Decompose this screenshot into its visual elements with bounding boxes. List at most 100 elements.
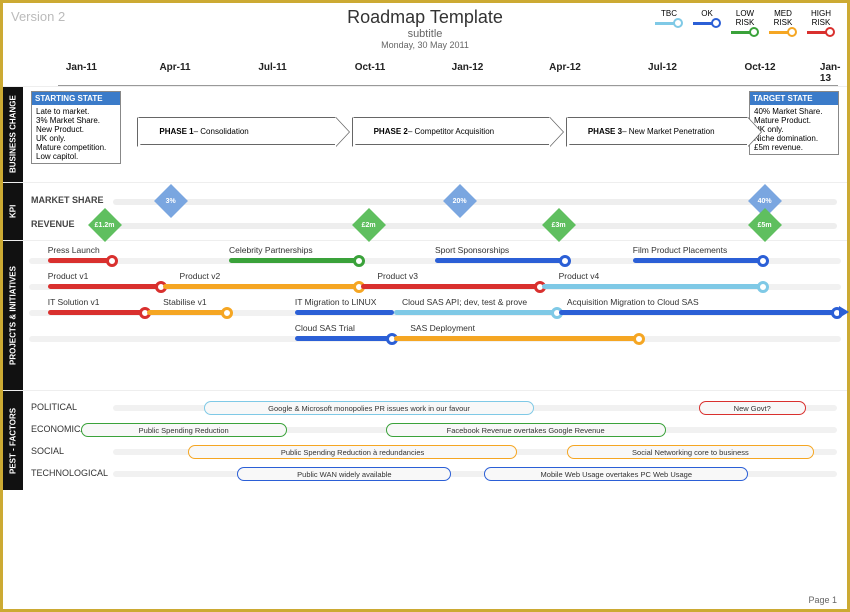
state-line: 40% Market Share. <box>754 107 834 116</box>
project-label: IT Migration to LINUX <box>295 297 377 307</box>
state-line: UK only. <box>754 125 834 134</box>
starting-state-box: STARTING STATE Late to market.3% Market … <box>31 91 121 164</box>
state-line: 3% Market Share. <box>36 116 116 125</box>
axis-tick: Oct-12 <box>744 62 775 73</box>
section-pest: PEST - FACTORS POLITICAL Google & Microso… <box>3 390 847 490</box>
project-bar <box>394 336 641 341</box>
pest-row: ECONOMICALPublic Spending ReductionFaceb… <box>23 419 847 441</box>
milestone-circle <box>559 255 571 267</box>
starting-state-head: STARTING STATE <box>32 92 120 105</box>
axis-tick: Jan-11 <box>66 62 97 73</box>
version-label: Version 2 <box>11 9 65 24</box>
milestone-circle <box>757 281 769 293</box>
project-bar <box>633 258 765 263</box>
milestone-circle <box>106 255 118 267</box>
state-line: Late to market. <box>36 107 116 116</box>
pest-pill: Mobile Web Usage overtakes PC Web Usage <box>484 467 748 481</box>
project-row: Product v1Product v2Product v3Product v4 <box>23 273 847 299</box>
project-row: IT Solution v1 Stabilise v1 IT Migration t… <box>23 299 847 325</box>
phase-arrow: PHASE 3 – New Market Penetration <box>567 117 748 145</box>
pest-label: SOCIAL <box>31 446 64 456</box>
state-line: £5m revenue. <box>754 143 834 152</box>
state-line: Low capitol. <box>36 152 116 161</box>
section-label-projects: PROJECTS & INITIATIVES <box>3 241 23 390</box>
pest-pill: Google & Microsoft monopolies PR issues … <box>204 401 534 415</box>
project-bar <box>361 284 542 289</box>
section-label-pest: PEST - FACTORS <box>3 391 23 490</box>
state-line: Mature competition. <box>36 143 116 152</box>
kpi-row: REVENUE£1.2m£2m£3m£5m <box>23 213 847 237</box>
project-label: Celebrity Partnerships <box>229 245 313 255</box>
project-bar <box>229 258 361 263</box>
project-row: Cloud SAS Trial SAS Deployment <box>23 325 847 351</box>
axis-tick: Apr-11 <box>159 62 190 73</box>
project-label: Product v2 <box>180 271 221 281</box>
page-number: Page 1 <box>808 595 837 605</box>
axis-tick: Jan-13 <box>820 62 841 84</box>
page-date: Monday, 30 May 2011 <box>3 40 847 50</box>
project-label: Acquisition Migration to Cloud SAS <box>567 297 699 307</box>
pest-row: TECHNOLOGICALPublic WAN widely available… <box>23 463 847 485</box>
legend-item: LOW RISK <box>731 9 759 37</box>
milestone-circle <box>353 255 365 267</box>
section-kpi: KPI MARKET SHARE3%20%40%REVENUE£1.2m£2m£… <box>3 182 847 240</box>
phase-arrow: PHASE 1 – Consolidation <box>138 117 336 145</box>
project-bar <box>163 284 361 289</box>
project-bar <box>295 310 394 315</box>
project-label: Film Product Placements <box>633 245 727 255</box>
legend-item: OK <box>693 9 721 37</box>
project-label: Product v3 <box>377 271 418 281</box>
pest-label: POLITICAL <box>31 402 77 412</box>
target-state-box: TARGET STATE 40% Market Share.Mature Pro… <box>749 91 839 155</box>
project-label: Sport Sponsorships <box>435 245 509 255</box>
milestone-circle <box>221 307 233 319</box>
project-row: Press Launch Celebrity Partnerships Sport … <box>23 247 847 273</box>
axis-tick: Jan-12 <box>452 62 484 73</box>
section-projects: PROJECTS & INITIATIVES Press Launch Celeb… <box>3 240 847 390</box>
project-bar <box>559 310 839 315</box>
project-label: Press Launch <box>48 245 100 255</box>
kpi-diamond: £2m <box>352 208 386 242</box>
axis-tick: Apr-12 <box>549 62 581 73</box>
kpi-row: MARKET SHARE3%20%40% <box>23 189 847 213</box>
project-bar <box>542 284 764 289</box>
legend: TBCOKLOW RISKMED RISKHIGH RISK <box>655 9 835 37</box>
axis-tick: Oct-11 <box>355 62 386 73</box>
project-bar <box>48 284 163 289</box>
project-bar <box>394 310 559 315</box>
section-label-kpi: KPI <box>3 183 23 240</box>
axis-tick: Jul-12 <box>648 62 677 73</box>
kpi-diamond: £1.2m <box>88 208 122 242</box>
project-bar <box>48 310 147 315</box>
project-label: Stabilise v1 <box>163 297 206 307</box>
project-bar <box>295 336 394 341</box>
pest-row: POLITICAL Google & Microsoft monopolies P… <box>23 397 847 419</box>
project-label: Cloud SAS Trial <box>295 323 355 333</box>
project-bar <box>147 310 229 315</box>
pest-pill: Facebook Revenue overtakes Google Revenu… <box>386 423 666 437</box>
pest-row: SOCIALPublic Spending Reduction à redund… <box>23 441 847 463</box>
arrow-end-icon <box>839 306 849 318</box>
state-line: New Product. <box>36 125 116 134</box>
kpi-diamond: £5m <box>748 208 782 242</box>
state-line: Mature Product. <box>754 116 834 125</box>
kpi-label: MARKET SHARE <box>31 195 104 205</box>
project-label: IT Solution v1 <box>48 297 100 307</box>
legend-item: TBC <box>655 9 683 37</box>
target-state-head: TARGET STATE <box>750 92 838 105</box>
project-label: Product v4 <box>559 271 600 281</box>
timeline-axis: Jan-11 Apr-11 Jul-11 Oct-11 Jan-12 Apr-12 Jul-… <box>58 62 838 86</box>
state-line: Niche domination. <box>754 134 834 143</box>
project-label: Cloud SAS API; dev, test & prove <box>402 297 527 307</box>
section-business-change: BUSINESS CHANGE STARTING STATE Late to m… <box>3 86 847 182</box>
project-bar <box>435 258 567 263</box>
milestone-circle <box>757 255 769 267</box>
pest-pill: Public Spending Reduction <box>81 423 287 437</box>
axis-tick: Jul-11 <box>258 62 286 73</box>
project-label: SAS Deployment <box>410 323 475 333</box>
kpi-diamond: £3m <box>542 208 576 242</box>
kpi-label: REVENUE <box>31 219 75 229</box>
pest-label: TECHNOLOGICAL <box>31 468 108 478</box>
phase-arrow: PHASE 2 – Competitor Acquisition <box>353 117 551 145</box>
section-label-business: BUSINESS CHANGE <box>3 87 23 182</box>
